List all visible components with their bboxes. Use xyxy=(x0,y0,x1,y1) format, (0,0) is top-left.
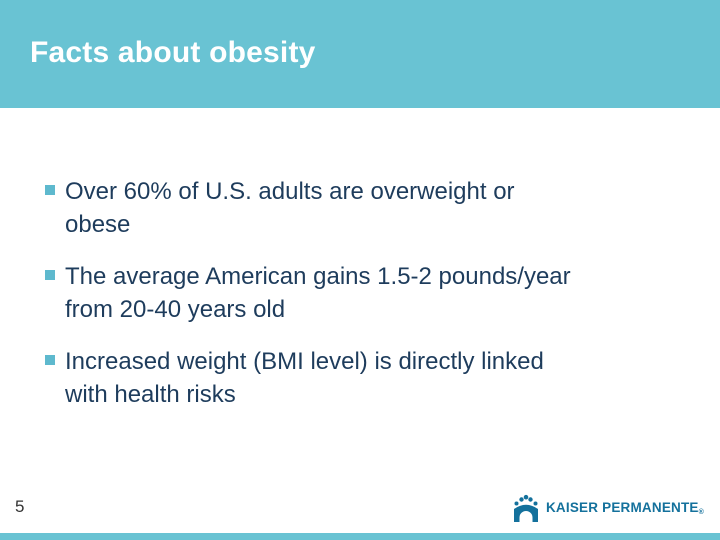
people-group-icon xyxy=(513,494,538,522)
bullet-line: obese xyxy=(65,211,131,238)
bullet-text: Increased weight (BMI level) is directly… xyxy=(65,345,685,411)
registered-trademark-symbol: ® xyxy=(698,509,704,516)
bullet-item: Over 60% of U.S. adults are overweight o… xyxy=(45,175,685,241)
bullet-list: Over 60% of U.S. adults are overweight o… xyxy=(45,175,685,430)
page-number: 5 xyxy=(15,497,25,516)
bullet-item: Increased weight (BMI level) is directly… xyxy=(45,345,685,411)
bullet-line: Over 60% of U.S. adults are overweight o… xyxy=(65,178,515,205)
logo-wordmark: KAISER PERMANENTE® xyxy=(546,500,704,516)
kaiser-permanente-logo: KAISER PERMANENTE® xyxy=(513,494,704,522)
square-bullet-icon xyxy=(45,270,55,280)
bullet-line: The average American gains 1.5-2 pounds/… xyxy=(65,263,571,290)
slide-title: Facts about obesity xyxy=(30,36,316,69)
bullet-item: The average American gains 1.5-2 pounds/… xyxy=(45,260,685,326)
footer-accent-bar xyxy=(0,533,720,540)
square-bullet-icon xyxy=(45,185,55,195)
bullet-text: The average American gains 1.5-2 pounds/… xyxy=(65,260,685,326)
square-bullet-icon xyxy=(45,355,55,365)
logo-text: KAISER PERMANENTE xyxy=(545,500,699,515)
header-band: Facts about obesity xyxy=(0,0,720,108)
bullet-text: Over 60% of U.S. adults are overweight o… xyxy=(65,175,685,241)
bullet-line: from 20-40 years old xyxy=(65,296,286,323)
bullet-line: Increased weight (BMI level) is directly… xyxy=(65,348,544,375)
bullet-line: with health risks xyxy=(65,381,236,408)
